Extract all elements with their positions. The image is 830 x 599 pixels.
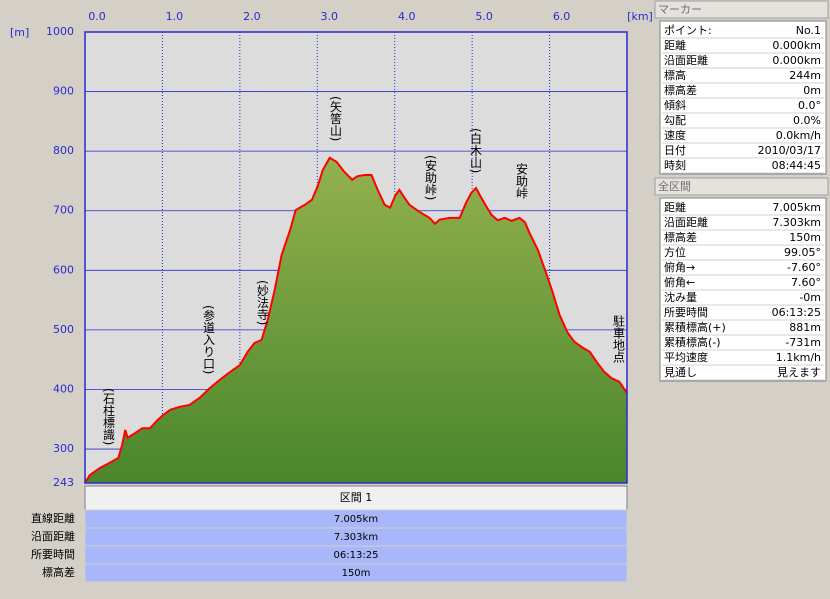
panel-title: マーカー xyxy=(658,3,702,16)
y-tick-label: 300 xyxy=(53,442,74,455)
plot-border xyxy=(84,31,628,484)
panel-value: 08:44:45 xyxy=(772,159,821,172)
section-value: 7.303km xyxy=(334,532,378,543)
section-value: 06:13:25 xyxy=(334,550,379,561)
panel-label: 時刻 xyxy=(664,158,686,172)
panel-value: 7.005km xyxy=(772,201,821,214)
panel-label: 沿面距離 xyxy=(664,215,708,229)
profile-line xyxy=(84,156,628,484)
panel-value: 244m xyxy=(789,69,821,82)
panel-header xyxy=(654,0,829,19)
panel-label: 平均速度 xyxy=(664,350,708,364)
panel-label: 日付 xyxy=(664,144,686,157)
peak-label: (安助峠) xyxy=(424,155,438,200)
x-tick-label: 3.0 xyxy=(321,10,339,23)
x-tick-label: 2.0 xyxy=(243,10,261,23)
panel-label: 累積標高(+) xyxy=(664,320,726,334)
section-label: 所要時間 xyxy=(31,548,75,561)
panel-value: 2010/03/17 xyxy=(758,144,821,157)
section-label: 標高差 xyxy=(42,565,75,579)
peak-label: 駐車地点 xyxy=(612,314,626,363)
x-tick-label: 6.0 xyxy=(553,10,571,23)
panel-label: 傾斜 xyxy=(664,98,686,112)
panel-value: -731m xyxy=(785,336,821,349)
panel-value: 7.303km xyxy=(772,216,821,229)
panel-label: 標高差 xyxy=(664,83,697,97)
panel-label: 勾配 xyxy=(664,114,686,127)
panel-value: 0.0° xyxy=(798,99,821,112)
panel-label: 俯角← xyxy=(664,275,695,289)
section-table: 直線距離 7.005km 沿面距離 7.303km 所要時間 06:13:25 標高差 150… xyxy=(31,509,628,583)
panel-value: 見えます xyxy=(777,366,821,379)
panel-title: 全区間 xyxy=(658,179,691,193)
section-value: 7.005km xyxy=(334,514,378,525)
y-tick-label: 1000 xyxy=(46,25,74,38)
area-fill xyxy=(85,157,627,483)
panel-value: 06:13:25 xyxy=(772,306,821,319)
y-tick-label: 400 xyxy=(53,382,74,395)
panel-label: 距離 xyxy=(664,38,686,52)
panel-value: 0.000km xyxy=(772,39,821,52)
panel-label: 標高差 xyxy=(664,230,697,244)
y-tick-label: 900 xyxy=(53,85,74,98)
panel-value: 0m xyxy=(803,84,821,97)
x-tick-label: 0.0 xyxy=(88,10,106,23)
section-header: 区間 1 xyxy=(340,491,373,504)
panel-label: 距離 xyxy=(664,200,686,214)
section-cell xyxy=(84,563,628,583)
panel-label: 方位 xyxy=(664,245,686,259)
panel-label: 累積標高(-) xyxy=(664,335,721,349)
panel-value: 150m xyxy=(789,231,821,244)
panel-value: 0.0% xyxy=(793,114,821,127)
panel-label: 見通し xyxy=(664,366,697,379)
panel-value: 7.60° xyxy=(791,276,821,289)
panel-label: 沈み量 xyxy=(664,290,697,304)
peak-label: 安助峠 xyxy=(515,162,529,199)
peak-label: (参道入り口) xyxy=(202,305,216,374)
y-tick-label: 800 xyxy=(53,144,74,157)
panel-value: 99.05° xyxy=(784,246,821,259)
y-tick-label: 600 xyxy=(53,263,74,276)
panel-value: 1.1km/h xyxy=(776,351,821,364)
panel-value: 881m xyxy=(789,321,821,334)
y-tick-label: 500 xyxy=(53,323,74,336)
y-axis-unit: [m] xyxy=(10,26,29,39)
peak-label: (白木山) xyxy=(469,128,483,173)
panel-label: 速度 xyxy=(664,128,686,142)
x-tick-label: 4.0 xyxy=(398,10,416,23)
y-tick-label: 243 xyxy=(53,476,74,489)
panel-value: 0.0km/h xyxy=(776,129,821,142)
panel-header xyxy=(654,177,829,196)
peak-label: (矢筈山) xyxy=(329,96,343,141)
panel-label: 所要時間 xyxy=(664,306,708,319)
panel-value: No.1 xyxy=(796,24,821,37)
section-label: 直線距離 xyxy=(31,511,75,525)
panel-label: ポイント: xyxy=(664,24,712,37)
panel-value: 0.000km xyxy=(772,54,821,67)
peak-label: (妙法寺) xyxy=(256,280,270,325)
panel-value: -0m xyxy=(799,291,821,304)
section-label: 沿面距離 xyxy=(31,529,75,543)
section-value: 150m xyxy=(342,568,371,579)
panel-label: 標高 xyxy=(664,68,686,82)
peak-label: (石柱標識) xyxy=(102,388,116,445)
panel-label: 沿面距離 xyxy=(664,53,708,67)
section-header-cell xyxy=(84,485,628,511)
panel-value: -7.60° xyxy=(787,261,821,274)
panel-label: 俯角→ xyxy=(664,260,695,274)
x-tick-label: 5.0 xyxy=(475,10,493,23)
y-tick-label: 700 xyxy=(53,204,74,217)
x-axis-unit: [km] xyxy=(627,10,653,23)
x-tick-label: 1.0 xyxy=(166,10,184,23)
